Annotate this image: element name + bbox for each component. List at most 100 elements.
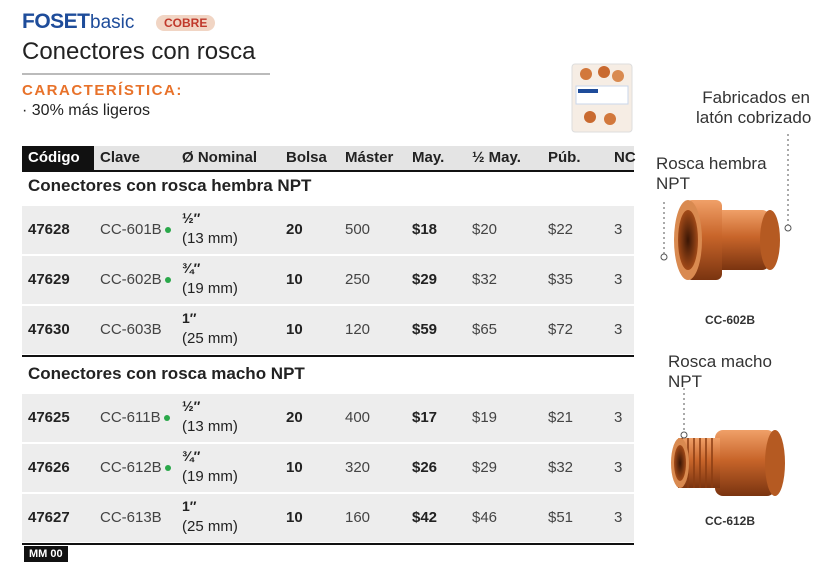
master: 500 xyxy=(345,221,371,238)
code: 47626 xyxy=(28,459,70,476)
may: $42 xyxy=(412,509,438,526)
cell-half: $65 xyxy=(472,321,497,338)
header-rule xyxy=(22,170,634,172)
cell-bolsa: 20 xyxy=(286,409,303,426)
cell-pub: $22 xyxy=(548,221,573,238)
master: 160 xyxy=(345,509,371,526)
cell-master: 120 xyxy=(345,321,370,338)
cell-half: $29 xyxy=(472,459,497,476)
cell-pub: $72 xyxy=(548,321,573,338)
half: $32 xyxy=(472,271,498,288)
cell-pub: $35 xyxy=(548,271,573,288)
table-row: 47627 CC-613B 1″ (25 mm) 10 160 $42 $46 $51 3 xyxy=(22,494,634,542)
pub: $22 xyxy=(548,221,574,238)
product-code: CC-612B xyxy=(705,514,756,528)
callout-line: NPT xyxy=(656,174,690,193)
cell-clave: CC-603B xyxy=(100,321,162,338)
cell-pub: $21 xyxy=(548,409,573,426)
section-title: Conectores con rosca macho NPT xyxy=(28,364,305,383)
new-dot xyxy=(164,277,171,284)
brand: FOSET xyxy=(22,10,90,33)
cell-master: 320 xyxy=(345,459,370,476)
half: $65 xyxy=(472,321,498,338)
cell-half: $20 xyxy=(472,221,497,238)
nominal-size: ¾″ xyxy=(182,260,201,276)
column-header: Ø Nominal xyxy=(182,149,258,166)
cell-nc: 3 xyxy=(614,271,622,288)
nc: 3 xyxy=(614,459,623,476)
cell-nc: 3 xyxy=(614,509,622,526)
cell-master: 160 xyxy=(345,509,370,526)
nc: 3 xyxy=(614,221,623,238)
cell-master: 250 xyxy=(345,271,370,288)
product-code: CC-602B xyxy=(705,313,756,327)
header-band xyxy=(22,146,634,170)
cell-may: $59 xyxy=(412,321,437,338)
cell-clave: CC-612B xyxy=(100,459,171,476)
code: 47630 xyxy=(28,321,70,338)
nc: 3 xyxy=(614,321,623,338)
nominal-mm: (19 mm) xyxy=(182,280,238,297)
cell-may: $26 xyxy=(412,459,437,476)
badge: COBRE xyxy=(156,15,216,31)
code: 47625 xyxy=(28,409,70,426)
column-header: NC xyxy=(614,149,636,166)
cell-clave: CC-613B xyxy=(100,509,162,526)
master: 400 xyxy=(345,409,371,426)
may: $59 xyxy=(412,321,438,338)
cell-pub: $32 xyxy=(548,459,573,476)
column-header: Código xyxy=(28,149,80,166)
cell-nc: 3 xyxy=(614,321,622,338)
table-row: 47630 CC-603B 1″ (25 mm) 10 120 $59 $65 $72 3 xyxy=(22,306,634,354)
nc: 3 xyxy=(614,271,623,288)
half: $20 xyxy=(472,221,498,238)
column-header: Máster xyxy=(345,149,394,166)
table-row: 47626 CC-612B ¾″ (19 mm) 10 320 $26 $29 $32 3 xyxy=(22,444,634,492)
pub: $51 xyxy=(548,509,574,526)
callout-material: Fabricados en latón cobrizado xyxy=(696,88,811,128)
column-header: Clave xyxy=(100,149,141,166)
pub: $72 xyxy=(548,321,574,338)
product-line: basic xyxy=(90,12,135,33)
may: $17 xyxy=(412,409,438,426)
half: $19 xyxy=(472,409,498,426)
cell-bolsa: 10 xyxy=(286,321,303,338)
column-header: Bolsa xyxy=(286,149,327,166)
cell-half: $32 xyxy=(472,271,497,288)
pub: $35 xyxy=(548,271,574,288)
code: 47627 xyxy=(28,509,70,526)
nc: 3 xyxy=(614,409,623,426)
nominal-size: 1″ xyxy=(182,310,197,326)
cell-clave: CC-611B xyxy=(100,409,170,426)
clave: CC-603B xyxy=(100,321,162,338)
table-row: 47625 CC-611B ½″ (13 mm) 20 400 $17 $19 $21 3 xyxy=(22,394,634,442)
cell-code: 47625 xyxy=(28,409,70,426)
new-dot xyxy=(164,227,171,234)
master: 120 xyxy=(345,321,371,338)
bolsa: 20 xyxy=(286,221,303,238)
feature-heading: CARACTERÍSTICA: xyxy=(22,82,183,99)
table-row: 47629 CC-602B ¾″ (19 mm) 10 250 $29 $32 $35 3 xyxy=(22,256,634,304)
callout-male: Rosca macho NPT xyxy=(668,352,772,392)
cell-master: 400 xyxy=(345,409,370,426)
nominal-mm: (19 mm) xyxy=(182,468,238,485)
cell-code: 47630 xyxy=(28,321,70,338)
cell-half: $46 xyxy=(472,509,497,526)
nominal-size: ½″ xyxy=(182,210,201,226)
nominal-mm: (25 mm) xyxy=(182,330,238,347)
cell-may: $29 xyxy=(412,271,437,288)
cell-may: $42 xyxy=(412,509,437,526)
new-dot xyxy=(164,465,171,472)
pub: $32 xyxy=(548,459,574,476)
cell-clave: CC-602B xyxy=(100,271,171,288)
package-photo xyxy=(571,63,633,133)
master: 250 xyxy=(345,271,371,288)
feature-item: · 30% más ligeros xyxy=(22,102,151,119)
fittings-illustration xyxy=(660,134,792,496)
section-rule xyxy=(22,355,634,357)
cell-clave: CC-601B xyxy=(100,221,171,238)
nominal-size: ½″ xyxy=(182,398,201,414)
bolsa: 10 xyxy=(286,509,303,526)
cell-nc: 3 xyxy=(614,459,622,476)
